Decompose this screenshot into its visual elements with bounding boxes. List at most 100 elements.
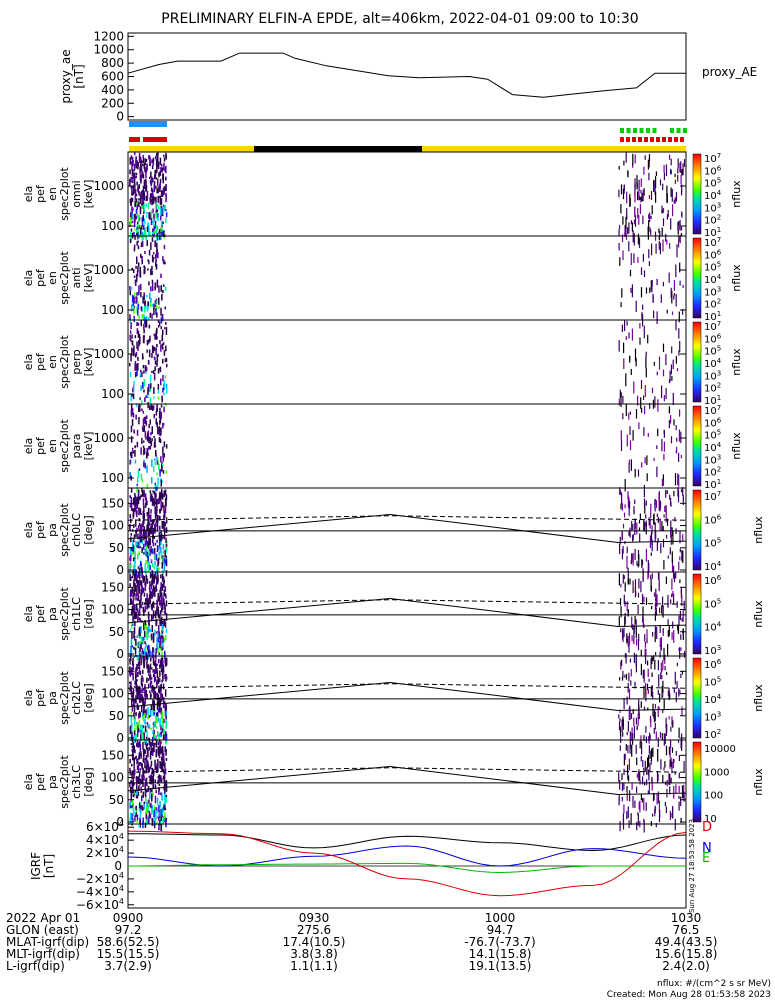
spectrogram-streak <box>631 783 633 790</box>
spectrogram-pixel <box>141 774 143 779</box>
spectrogram-streak <box>641 798 643 803</box>
spectrogram-streak <box>646 473 648 482</box>
spectrogram-streak <box>629 578 631 585</box>
spectrogram-streak <box>647 226 649 235</box>
spectrogram-pixel <box>153 661 156 667</box>
spectrogram-streak <box>620 583 622 588</box>
spectrogram-streak <box>635 744 637 754</box>
spectrogram-streak <box>638 633 640 642</box>
spectrogram-streak <box>630 813 632 825</box>
spectrogram-pixel <box>161 502 164 505</box>
spectrogram-pixel <box>156 667 158 673</box>
spectrogram-pixel <box>163 505 165 513</box>
spectrogram-pixel <box>141 636 143 643</box>
spectrogram-pixel <box>138 183 141 189</box>
spectrogram-pixel <box>130 231 132 236</box>
spectrogram-pixel <box>162 346 164 350</box>
footer-value: 94.7 <box>487 923 514 937</box>
spectrogram-pixel <box>132 672 134 681</box>
spectrogram-pixel <box>135 172 138 176</box>
spectrogram-pixel <box>141 651 143 657</box>
spectrogram-streak <box>641 593 643 598</box>
spectrogram-streak <box>654 805 656 814</box>
spectrogram-streak <box>629 533 631 538</box>
spectrogram-streak <box>680 226 683 231</box>
spectrogram-streak <box>681 190 683 196</box>
spectrogram-pixel <box>147 222 149 228</box>
spectrogram-pixel <box>144 227 146 233</box>
spectrogram-streak <box>680 647 682 651</box>
spectrogram-pixel <box>135 502 137 506</box>
spectrogram-pixel <box>141 713 144 717</box>
spectrogram-streak <box>632 430 634 441</box>
spectrogram-pixel <box>146 294 148 298</box>
spectrogram-pixel <box>133 646 135 650</box>
spectrogram-streak <box>625 404 627 417</box>
spectrogram-streak <box>662 596 664 607</box>
spectrogram-streak <box>634 800 636 808</box>
spectrogram-pixel <box>159 508 161 514</box>
spectrogram-streak <box>626 546 628 554</box>
spectrogram-streak <box>635 660 637 673</box>
spectrogram-streak <box>651 748 653 754</box>
spectrogram-pixel <box>154 710 156 714</box>
spectrogram-pixel <box>151 667 153 670</box>
spectrogram-pixel <box>129 629 132 632</box>
colorbar-tick-label: 106 <box>704 164 722 177</box>
bar-red-seg <box>632 137 636 142</box>
spectrogram-pixel <box>141 547 143 554</box>
spectrogram-streak <box>653 361 655 366</box>
spectrogram-pixel <box>143 181 146 189</box>
spectrogram-streak <box>619 718 621 722</box>
spectrogram-streak <box>658 674 660 687</box>
spectrogram-pixel <box>165 657 168 666</box>
spectrogram-pixel <box>155 202 157 209</box>
spectrogram-pixel <box>148 724 151 728</box>
spectrogram-streak <box>662 239 664 252</box>
bar-green-seg <box>626 128 631 133</box>
spectrogram-pixel <box>165 544 168 551</box>
spectrogram-pixel <box>161 338 164 341</box>
spectrogram-streak <box>671 578 673 590</box>
spectrogram-streak <box>623 512 626 518</box>
spectrogram-streak <box>655 191 657 203</box>
spectrogram-pixel <box>132 557 135 562</box>
spectrogram-pixel <box>141 695 144 701</box>
spectrogram-pixel <box>136 160 138 166</box>
spectrogram-pixel <box>144 300 146 307</box>
spectrogram-pixel <box>134 769 136 775</box>
spectrogram-pixel <box>151 283 154 292</box>
spectrogram-streak <box>656 311 658 324</box>
spectrogram-pixel <box>160 685 162 692</box>
spectrogram-pixel <box>156 456 158 462</box>
spectrogram-pixel <box>156 539 158 543</box>
spectrogram-pixel <box>145 550 148 555</box>
spectrogram-pixel <box>165 217 167 223</box>
spectrogram-pixel <box>158 567 160 571</box>
spectrogram-pixel <box>160 167 162 173</box>
spectrogram-pixel <box>159 732 162 736</box>
spectrogram-streak <box>643 797 645 811</box>
spectrogram-streak <box>680 673 682 678</box>
spectrogram-streak <box>663 560 665 570</box>
spectrogram-streak <box>659 607 661 613</box>
spectrogram-streak <box>648 261 650 266</box>
spectrogram-streak <box>649 732 651 741</box>
spectrogram-pixel <box>143 292 145 300</box>
spectrogram-streak <box>649 763 651 772</box>
spectrogram-pixel <box>138 644 140 648</box>
spectrogram-streak <box>634 522 636 536</box>
y-tick-label: 150 <box>101 748 124 762</box>
spectrogram-streak <box>632 153 634 166</box>
spectrogram-streak <box>639 203 641 214</box>
spectrogram-pixel <box>133 524 135 529</box>
spectrogram-pixel <box>132 450 135 454</box>
y-axis-label: ch2LC <box>70 681 83 715</box>
spectrogram-pixel <box>139 712 141 718</box>
spectrogram-streak <box>653 714 655 719</box>
spectrogram-pixel <box>130 286 133 291</box>
spectrogram-streak <box>631 520 633 531</box>
spectrogram-streak <box>650 718 652 728</box>
spectrogram-pixel <box>131 773 133 779</box>
